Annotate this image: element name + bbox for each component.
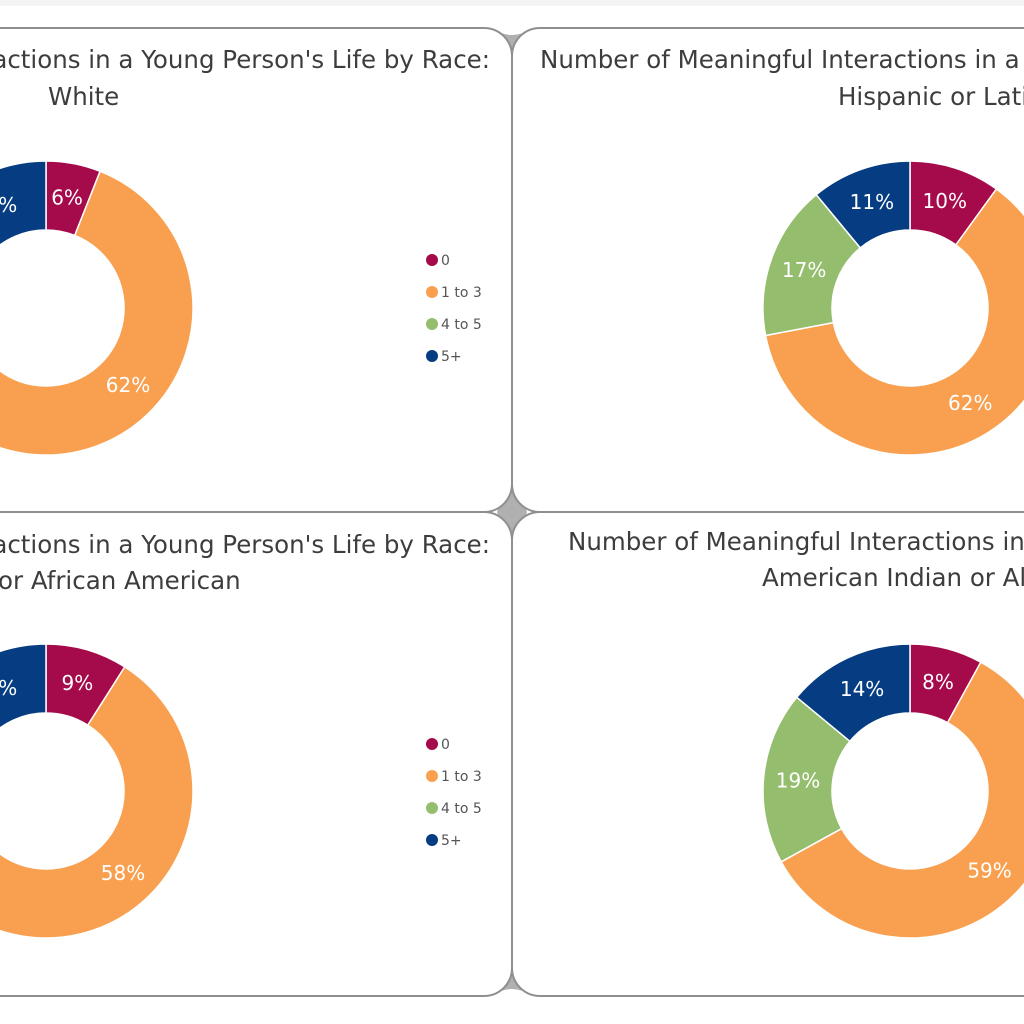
chart-white-title-line-1: eractions in a Young Person's Life by Ra… xyxy=(0,45,490,74)
top-band xyxy=(0,0,1024,6)
chart-black-legend: 0 1 to 3 4 to 5 5+ xyxy=(426,737,482,849)
chart-american-indian-title-line-1: Number of Meaningful Interactions in a Y xyxy=(568,527,1024,556)
chart-white: eractions in a Young Person's Life by Ra… xyxy=(0,45,490,456)
slice-label-1-to-3: 58% xyxy=(101,861,145,885)
chart-american-indian-donut: 8% 59% 19% 14% xyxy=(762,643,1024,939)
chart-hispanic: Number of Meaningful Interactions in a Y… xyxy=(540,45,1024,456)
chart-hispanic-title-line-2: Hispanic or Lati xyxy=(838,82,1024,111)
legend-marker-1-to-3 xyxy=(426,286,438,298)
slice-label-4-to-5: 19% xyxy=(776,768,820,792)
legend-marker-5 xyxy=(426,350,438,362)
slice-5 xyxy=(815,160,911,249)
chart-white-donut: 6% 62% 3% xyxy=(0,160,194,456)
legend-marker-1-to-3 xyxy=(426,770,438,782)
chart-white-legend: 0 1 to 3 4 to 5 5+ xyxy=(426,253,482,365)
legend-marker-4-to-5 xyxy=(426,802,438,814)
legend-marker-5 xyxy=(426,834,438,846)
slice-label-1-to-3: 59% xyxy=(967,859,1011,883)
legend-label-5: 5+ xyxy=(441,833,462,849)
slice-4-to-5 xyxy=(762,696,851,863)
legend-marker-4-to-5 xyxy=(426,318,438,330)
slice-label-1-to-3: 62% xyxy=(106,373,150,397)
slice-1-to-3 xyxy=(0,170,194,456)
legend-label-5: 5+ xyxy=(441,349,462,365)
slice-label-4-to-5: 17% xyxy=(782,258,826,282)
chart-american-indian: Number of Meaningful Interactions in a Y… xyxy=(568,527,1024,939)
slice-5 xyxy=(0,160,47,246)
chart-american-indian-title-line-2: American Indian or Alas xyxy=(762,563,1024,592)
chart-black: eractions in a Young Person's Life by Ra… xyxy=(0,530,490,939)
chart-black-title-line-2: or African American xyxy=(0,566,241,595)
slice-label-0: 6% xyxy=(51,185,83,209)
slice-5 xyxy=(795,643,911,743)
legend-label-4-to-5: 4 to 5 xyxy=(441,801,482,817)
slice-label-5: 3% xyxy=(0,193,17,217)
slice-label-1-to-3: 62% xyxy=(948,391,992,415)
chart-hispanic-donut: 10% 62% 17% 11% xyxy=(762,160,1024,456)
slice-label-5: 3% xyxy=(0,676,17,700)
slice-1-to-3 xyxy=(0,665,194,939)
chart-white-title-line-2: White xyxy=(48,82,119,111)
chart-black-donut: 9% 58% 3% xyxy=(0,643,194,939)
legend-label-1-to-3: 1 to 3 xyxy=(441,769,482,785)
slice-label-0: 9% xyxy=(62,671,94,695)
slice-5 xyxy=(0,643,47,729)
legend-label-1-to-3: 1 to 3 xyxy=(441,285,482,301)
slice-label-5: 14% xyxy=(840,677,884,701)
legend-marker-0 xyxy=(426,738,438,750)
legend-label-4-to-5: 4 to 5 xyxy=(441,317,482,333)
legend-label-0: 0 xyxy=(441,737,450,753)
slice-label-0: 10% xyxy=(923,189,967,213)
chart-black-title-line-1: eractions in a Young Person's Life by Ra… xyxy=(0,530,490,559)
legend-label-0: 0 xyxy=(441,253,450,269)
slice-1-to-3 xyxy=(780,661,1024,939)
slice-1-to-3 xyxy=(764,188,1024,456)
slice-label-5: 11% xyxy=(850,190,894,214)
chart-hispanic-title-line-1: Number of Meaningful Interactions in a Y xyxy=(540,45,1024,74)
legend-marker-0 xyxy=(426,254,438,266)
slice-label-0: 8% xyxy=(922,670,954,694)
